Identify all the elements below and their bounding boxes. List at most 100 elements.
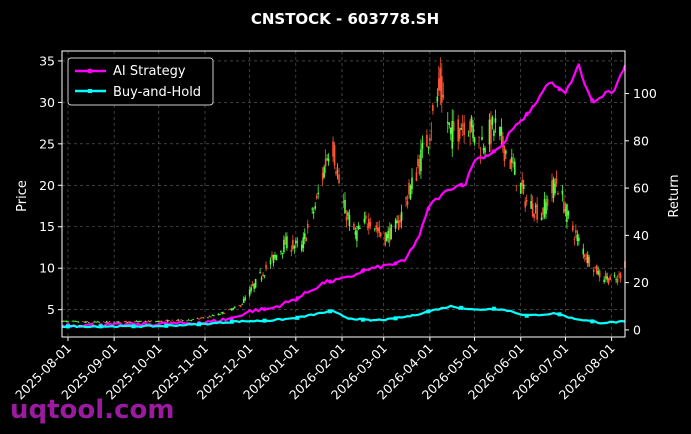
candle-body [540,217,543,220]
candle-body [557,193,559,195]
left-y-tick-label: 25 [39,136,55,151]
candle-body [379,232,382,237]
candle-body [400,211,403,221]
candle-body [210,316,212,318]
candle-body [405,197,407,200]
candle-body [566,204,568,222]
candle-body [449,127,452,134]
candle-body [159,320,162,322]
candle-body [96,321,99,323]
ai-strategy-marker [328,279,333,284]
buy-and-hold-marker [131,324,136,329]
candle-body [388,228,391,242]
buy-and-hold-marker [328,309,333,314]
candle-body [156,321,159,322]
candle-body [432,105,434,111]
candle-body [280,251,282,253]
candle-body [321,172,324,180]
candle-body [95,321,98,323]
candle-body [525,199,528,202]
candle-body [615,279,617,281]
candle-body [175,320,178,321]
candle-body [513,161,516,175]
candle-body [515,185,518,187]
candle-body [484,147,486,153]
candle-body [326,158,328,160]
buy-and-hold-marker [197,322,202,327]
candle-body [592,269,595,272]
candle-body [408,182,410,195]
x-axis: 2025-08-012025-09-012025-10-012025-11-01… [12,337,618,402]
ai-strategy-marker [393,261,398,266]
candle-body [98,321,101,323]
candle-body [536,203,538,220]
candle-body [421,142,424,149]
candle-body [222,311,224,314]
series-layer [61,63,627,329]
candle-body [426,134,428,147]
candle-body [347,212,349,216]
candle-body [567,211,570,216]
candle-body [144,321,147,322]
candle-body [357,225,360,229]
candle-body [342,200,345,204]
candle-body [137,321,139,322]
buy-and-hold-marker [98,324,103,329]
candle-body [588,256,591,267]
candle-body [585,257,588,260]
candle-body [125,321,127,323]
candle-body [64,320,66,322]
candle-body [494,118,497,123]
candle-body [324,158,327,167]
right-y-tick-label: 80 [633,133,649,148]
candle-body [332,141,334,157]
candle-body [105,321,108,323]
candle-body [418,159,421,175]
candle-body [263,275,266,277]
buy-and-hold-marker [426,309,431,314]
candle-body [542,207,544,216]
candle-body [201,317,203,319]
candle-body [460,128,462,130]
candle-body [67,321,69,323]
candle-body [417,159,419,167]
candle-body [399,220,401,223]
candle-body [134,321,136,323]
candle-body [230,308,233,311]
candle-body [189,319,191,321]
right-y-axis: 0 20 40 60 80 100 [625,86,657,337]
candle-body [555,178,558,184]
legend-bh-label: Buy-and-Hold [113,85,201,100]
buy-and-hold-marker [491,306,496,311]
candle-body [348,215,351,227]
ai-strategy-marker [459,182,464,187]
candle-body [244,297,246,300]
candle-body [293,246,296,249]
candle-body [499,126,501,137]
candle-body [88,322,90,324]
candle-body [452,121,455,131]
candle-body [387,230,389,239]
candle-body [451,120,454,149]
candle-body [582,248,585,255]
candle-body [488,119,491,145]
legend: AI Strategy Buy-and-Hold [67,57,214,106]
candle-body [305,238,308,242]
candle-body [366,226,369,228]
candle-body [575,230,577,233]
candle-body [219,314,221,316]
candle-body [586,254,589,264]
candle-body [375,225,378,229]
candle-body [552,179,555,199]
buy-and-hold-marker [393,316,398,321]
candle-body [186,320,188,322]
candle-body [420,149,422,172]
candle-body [373,228,376,230]
candle-body [353,223,355,230]
grid-layer [62,51,625,337]
candle-body [572,225,574,231]
candle-body [135,320,138,322]
candle-body [467,135,470,137]
candle-body [472,125,474,139]
